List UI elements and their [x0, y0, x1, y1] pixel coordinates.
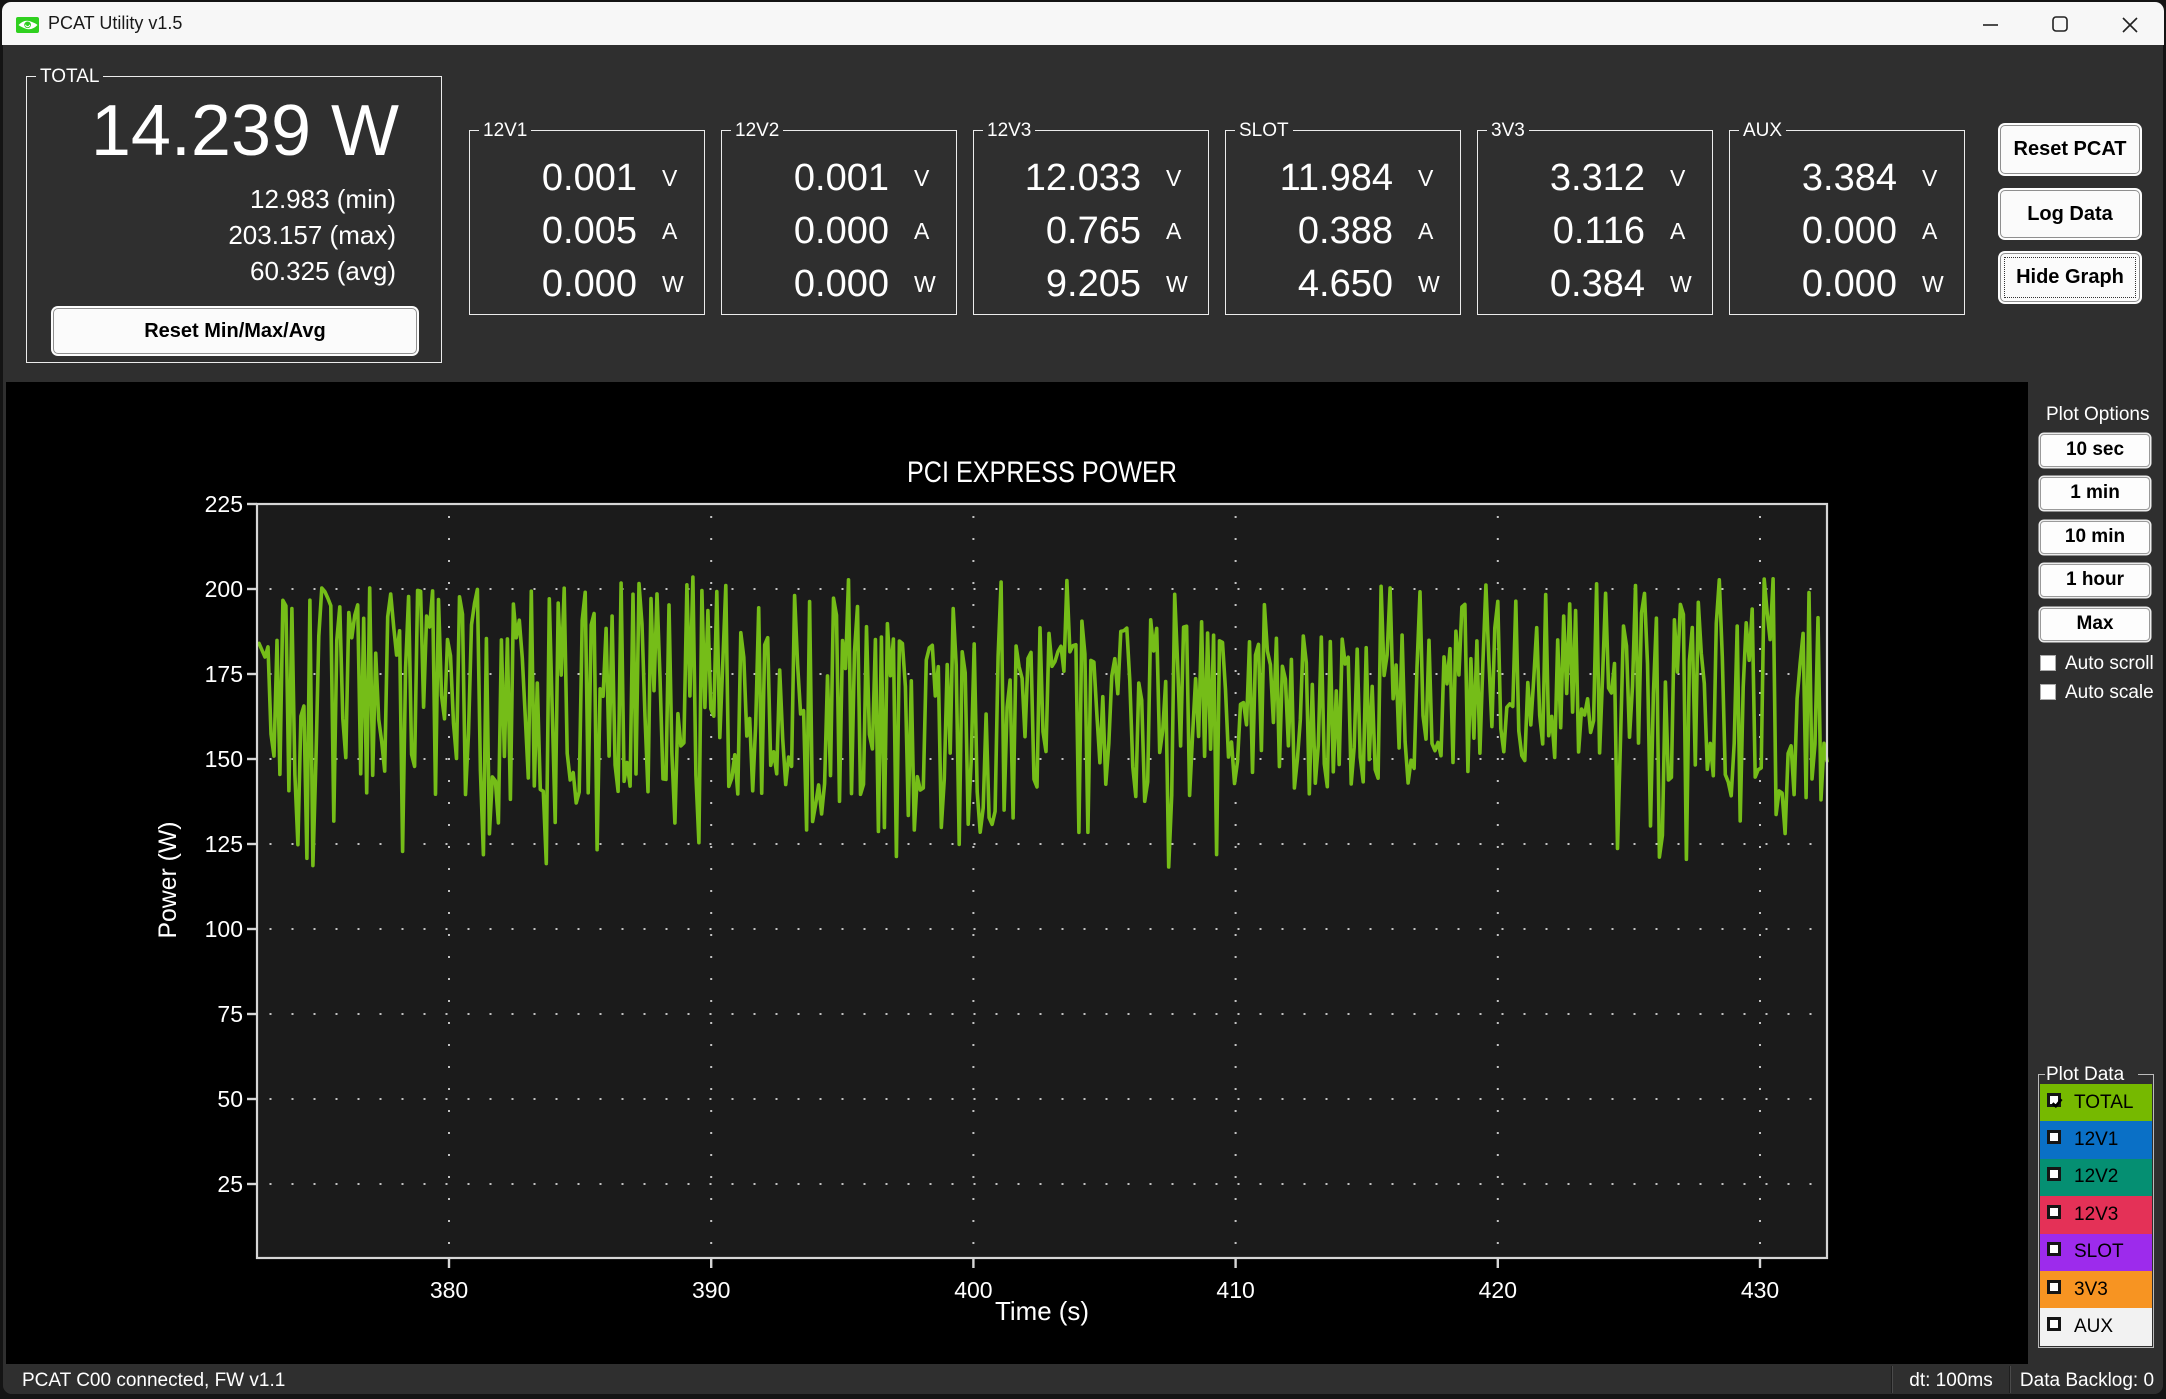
svg-text:Time (s): Time (s): [995, 1296, 1089, 1326]
svg-text:420: 420: [1479, 1277, 1517, 1303]
svg-text:400: 400: [954, 1277, 992, 1303]
svg-text:75: 75: [217, 1001, 243, 1027]
svg-text:PCI EXPRESS POWER: PCI EXPRESS POWER: [907, 456, 1177, 489]
svg-text:25: 25: [217, 1171, 243, 1197]
svg-text:Power (W): Power (W): [154, 822, 182, 939]
svg-text:430: 430: [1741, 1277, 1779, 1303]
svg-text:150: 150: [205, 746, 243, 772]
svg-text:380: 380: [430, 1277, 468, 1303]
svg-text:125: 125: [205, 831, 243, 857]
svg-text:390: 390: [692, 1277, 730, 1303]
svg-text:50: 50: [217, 1086, 243, 1112]
svg-text:100: 100: [205, 916, 243, 942]
svg-text:200: 200: [205, 576, 243, 602]
svg-text:225: 225: [205, 491, 243, 517]
svg-text:410: 410: [1216, 1277, 1254, 1303]
svg-text:175: 175: [205, 661, 243, 687]
